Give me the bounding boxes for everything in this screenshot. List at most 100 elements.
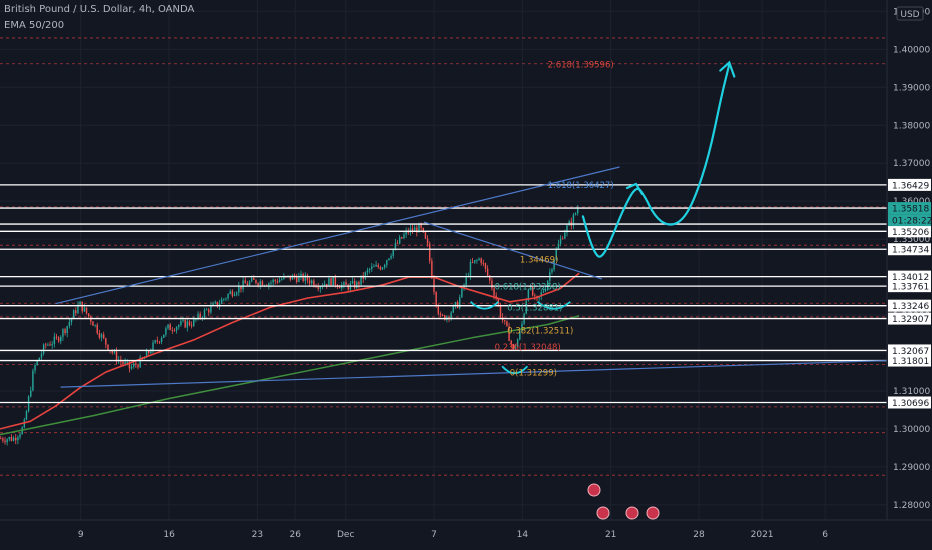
candle [268, 283, 270, 287]
candle [188, 321, 191, 326]
candle [441, 315, 444, 316]
candle [220, 299, 223, 304]
candle [491, 280, 493, 289]
candle [343, 282, 345, 285]
candle [426, 238, 429, 244]
candle [330, 278, 332, 286]
candle [561, 238, 564, 240]
candle [25, 411, 28, 420]
level-price-tag [888, 280, 931, 293]
candle [396, 242, 399, 244]
candle [576, 208, 579, 214]
candle [296, 277, 298, 282]
candle [381, 267, 384, 270]
candle [231, 291, 234, 296]
candle [559, 238, 562, 244]
candle [516, 339, 519, 348]
candle [540, 292, 542, 297]
candle [75, 310, 77, 314]
time-axis [0, 520, 932, 550]
candle [564, 232, 566, 239]
candle [401, 237, 403, 239]
candle [190, 325, 193, 326]
candle [70, 318, 73, 323]
candle [113, 351, 116, 353]
candle [394, 242, 397, 249]
candle [173, 330, 176, 332]
candle [145, 350, 148, 358]
candle [152, 342, 154, 352]
fib-label: 0.236(1.32048) [495, 343, 561, 353]
level-price-text: 1.34012 [892, 273, 929, 283]
candle [165, 328, 167, 335]
candle [199, 313, 201, 318]
candle [154, 340, 156, 343]
level-price-text: 1.32907 [892, 315, 929, 325]
countdown-text: 01:28:22 [892, 217, 932, 227]
x-tick-label: 6 [822, 530, 828, 540]
x-tick-label: 2021 [751, 530, 774, 540]
candle [544, 289, 547, 292]
projection-arrowhead [625, 182, 644, 196]
y-tick-label: 1.39000 [893, 83, 930, 93]
candle [248, 281, 251, 286]
candle [474, 260, 476, 263]
candle [255, 279, 257, 284]
candle [203, 309, 206, 318]
candle [55, 336, 58, 338]
candle [465, 276, 467, 285]
countdown-tag [888, 214, 931, 227]
indicator-label[interactable]: EMA 50/200 [4, 20, 65, 31]
candle [201, 317, 204, 319]
y-tick-label: 1.31000 [893, 387, 930, 397]
candle [504, 320, 506, 322]
candle [514, 347, 517, 349]
candle [347, 284, 349, 290]
level-price-text: 1.31801 [892, 357, 929, 367]
candle [38, 357, 41, 361]
level-price-text: 1.35818 [892, 205, 929, 215]
candle [156, 340, 159, 342]
candle [30, 390, 32, 397]
candle [272, 279, 274, 283]
candle [34, 364, 36, 371]
candle [300, 273, 302, 277]
candle [366, 270, 369, 273]
candle [332, 277, 334, 286]
candle [111, 350, 113, 353]
candle [484, 263, 487, 269]
candle [328, 278, 330, 286]
candle [42, 344, 45, 354]
currency-label: USD [900, 10, 919, 20]
candle [476, 260, 478, 261]
candle [508, 326, 510, 341]
candle [551, 269, 553, 273]
candle [227, 294, 229, 299]
candle [85, 307, 88, 314]
candle [278, 279, 281, 283]
candle [27, 396, 30, 412]
candle [210, 305, 212, 313]
candle [244, 280, 246, 284]
candle [51, 344, 53, 346]
candle [246, 283, 249, 286]
candle [122, 361, 124, 364]
level-price-tag [888, 178, 931, 191]
trendline [60, 359, 888, 388]
candle [499, 304, 502, 318]
candle [542, 291, 545, 293]
candle [459, 297, 461, 308]
level-price-tag [888, 396, 931, 409]
level-price-tag [888, 243, 931, 256]
level-price-text: 1.34734 [892, 246, 929, 256]
candle [96, 324, 98, 334]
candle [444, 315, 446, 320]
candle [66, 326, 68, 334]
candle [132, 363, 135, 367]
candle [12, 437, 15, 441]
candle [510, 340, 512, 345]
fib-label: 2.618(1.39596) [548, 61, 614, 71]
event-icon [596, 506, 610, 520]
candle [411, 228, 414, 231]
